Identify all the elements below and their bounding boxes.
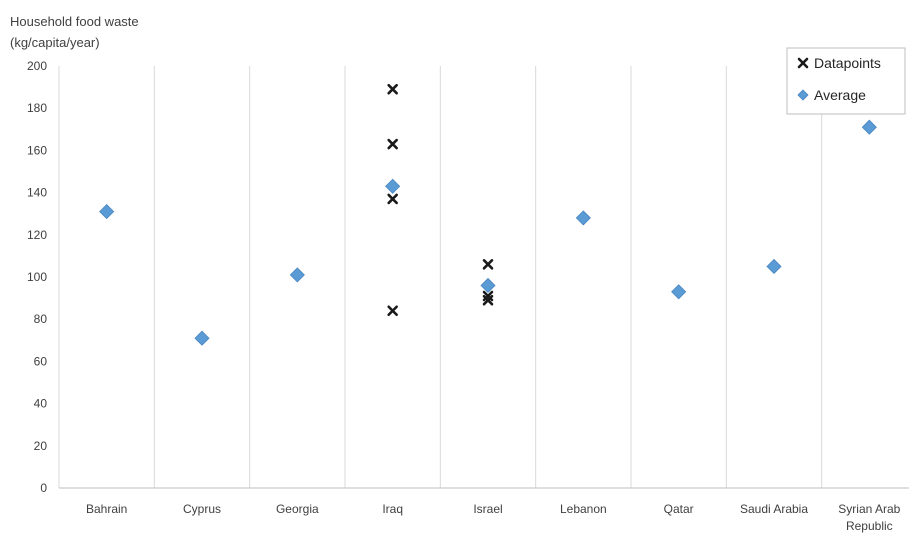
- y-tick-label: 20: [34, 439, 48, 453]
- series-datapoints: [387, 83, 494, 317]
- average-point: [385, 178, 401, 194]
- y-tick-label: 100: [27, 270, 47, 284]
- average-point: [575, 210, 591, 226]
- y-tick-label: 80: [34, 312, 48, 326]
- average-point: [480, 277, 496, 294]
- average-point: [861, 119, 877, 135]
- average-point: [289, 267, 305, 283]
- y-axis-title: Household food waste (kg/capita/year): [10, 14, 139, 50]
- y-tick-label: 120: [27, 228, 47, 242]
- x-axis-ticks: Bahrain Cyprus Georgia Iraq Israel Lebanon Qat…: [86, 502, 901, 533]
- datapoint-marker: [387, 138, 398, 150]
- x-tick-label: Bahrain: [86, 502, 127, 516]
- x-tick-label: Cyprus: [183, 502, 221, 516]
- x-tick-label: Lebanon: [560, 502, 607, 516]
- average-point: [194, 330, 210, 346]
- datapoint-marker: [482, 259, 494, 270]
- average-point: [797, 89, 809, 101]
- average-point: [671, 284, 687, 300]
- y-axis-title-line: Household food waste: [10, 14, 139, 29]
- average-point: [766, 258, 782, 275]
- y-tick-label: 60: [34, 354, 48, 368]
- y-tick-label: 40: [34, 397, 48, 411]
- datapoint-marker: [387, 193, 398, 205]
- y-tick-label: 200: [27, 59, 47, 73]
- x-tick-label: Saudi Arabia: [740, 502, 808, 516]
- datapoint-marker: [387, 83, 398, 95]
- average-point: [99, 204, 115, 220]
- y-tick-label: 0: [40, 481, 47, 495]
- datapoint-marker: [387, 305, 398, 317]
- y-axis-ticks: 0 20 40 60 80 100 120 140 160 180 200: [27, 59, 47, 495]
- x-tick-label: Republic: [846, 519, 893, 533]
- x-tick-label: Syrian Arab: [838, 502, 900, 516]
- datapoint-marker: [482, 294, 494, 306]
- x-tick-label: Qatar: [664, 502, 694, 516]
- legend-label: Average: [814, 87, 866, 103]
- datapoint-marker: [797, 57, 809, 69]
- grid-lines: [58, 66, 909, 489]
- x-tick-label: Iraq: [382, 502, 403, 516]
- series-average: [99, 119, 877, 346]
- y-tick-label: 140: [27, 186, 47, 200]
- y-tick-label: 160: [27, 143, 47, 157]
- legend: Datapoints Average: [786, 47, 906, 115]
- y-tick-label: 180: [27, 101, 47, 115]
- x-tick-label: Georgia: [276, 502, 319, 516]
- y-axis-title-line: (kg/capita/year): [10, 35, 100, 50]
- legend-label: Datapoints: [814, 55, 881, 71]
- x-tick-label: Israel: [473, 502, 502, 516]
